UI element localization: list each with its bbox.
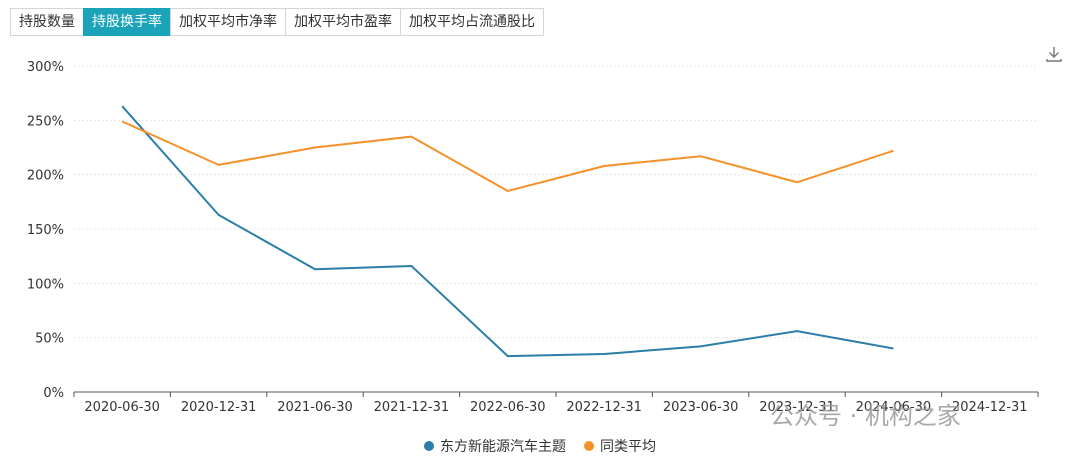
x-tick-label: 2021-12-31 <box>374 400 450 415</box>
tab-weighted-float-ratio[interactable]: 加权平均占流通股比 <box>400 8 544 36</box>
tab-weighted-pe[interactable]: 加权平均市盈率 <box>285 8 400 36</box>
x-tick-label: 2024-12-31 <box>952 400 1028 415</box>
series-line-2 <box>121 120 894 192</box>
y-tick-label: 100% <box>27 277 64 292</box>
x-tick-label: 2020-06-30 <box>84 400 160 415</box>
tab-holding-turnover[interactable]: 持股换手率 <box>83 8 170 36</box>
y-tick-label: 0% <box>43 386 64 401</box>
tab-weighted-pb[interactable]: 加权平均市净率 <box>170 8 285 36</box>
chart-legend: 东方新能源汽车主题 同类平均 <box>0 436 1080 456</box>
legend-dot-series-1 <box>424 441 434 451</box>
x-tick-label: 2023-12-31 <box>759 400 835 415</box>
tab-holding-quantity[interactable]: 持股数量 <box>10 8 83 36</box>
x-tick-label: 2023-06-30 <box>663 400 739 415</box>
x-tick-label: 2022-06-30 <box>470 400 546 415</box>
y-tick-label: 300% <box>27 60 64 75</box>
x-tick-label: 2024-06-30 <box>856 400 932 415</box>
legend-label-series-2: 同类平均 <box>600 439 656 455</box>
tab-bar: 持股数量 持股换手率 加权平均市净率 加权平均市盈率 加权平均占流通股比 <box>10 8 544 36</box>
x-tick-label: 2021-06-30 <box>277 400 353 415</box>
x-tick-label: 2020-12-31 <box>181 400 257 415</box>
download-icon[interactable] <box>1044 44 1064 64</box>
watermark: 公众号 · 机构之家 <box>770 402 961 430</box>
y-tick-label: 150% <box>27 223 64 238</box>
series-line-1 <box>121 105 894 358</box>
legend-label-series-1: 东方新能源汽车主题 <box>440 439 566 455</box>
legend-item-series-1[interactable]: 东方新能源汽车主题 <box>424 436 566 456</box>
y-tick-label: 200% <box>27 169 64 184</box>
x-tick-label: 2022-12-31 <box>566 400 642 415</box>
y-tick-label: 50% <box>35 332 64 347</box>
legend-item-series-2[interactable]: 同类平均 <box>584 436 656 456</box>
legend-dot-series-2 <box>584 441 594 451</box>
y-tick-label: 250% <box>27 114 64 129</box>
